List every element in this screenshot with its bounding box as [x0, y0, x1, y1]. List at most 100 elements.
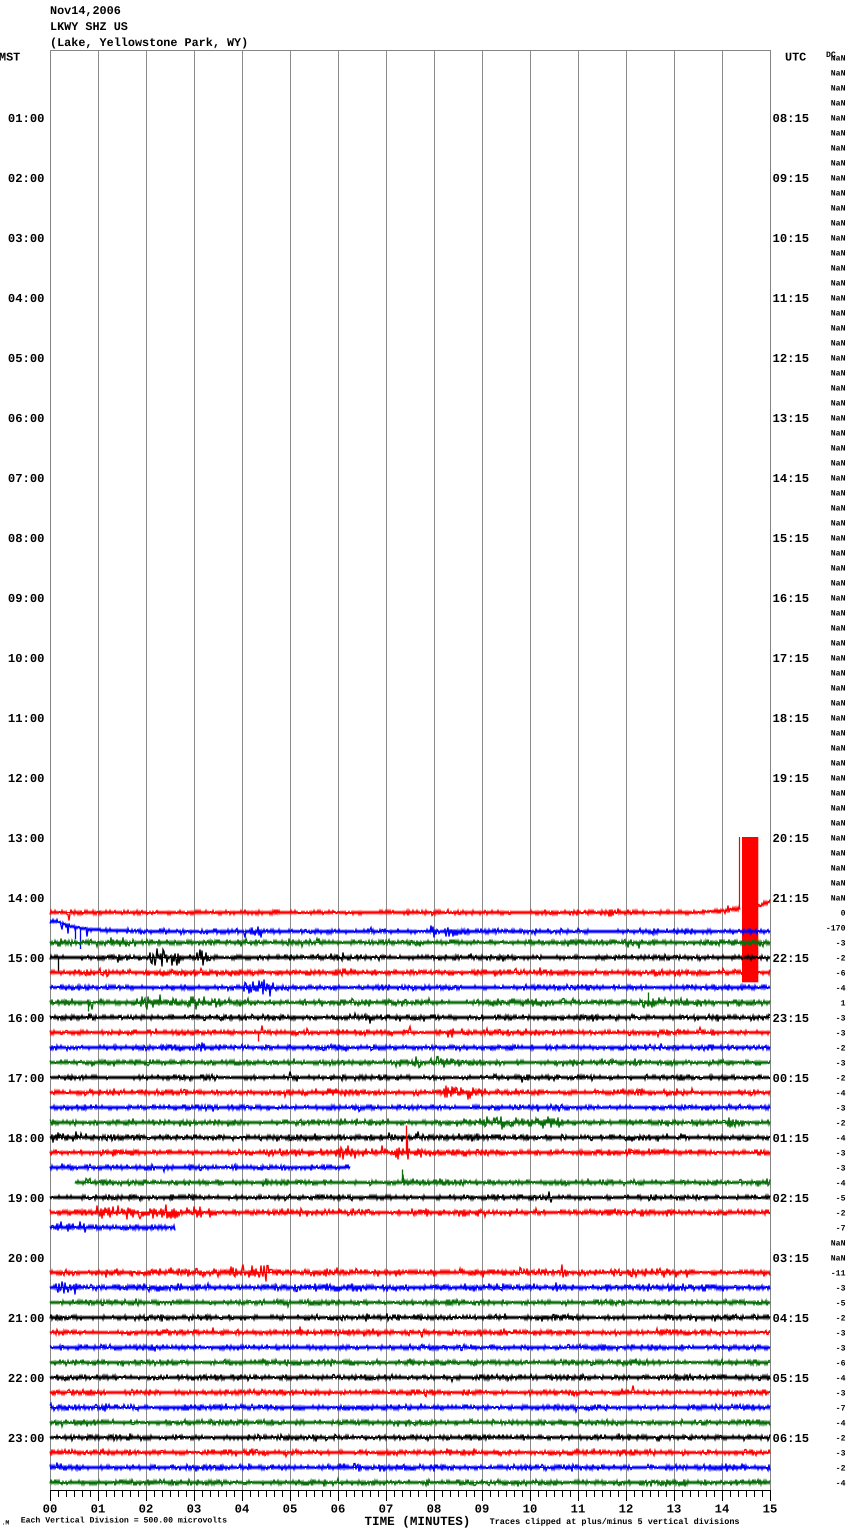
svg-text:18:15: 18:15	[773, 712, 810, 726]
svg-text:-2: -2	[836, 1465, 846, 1474]
svg-text:01: 01	[91, 1502, 106, 1516]
svg-text:NaN: NaN	[831, 1255, 846, 1264]
svg-text:-4: -4	[836, 1375, 846, 1384]
svg-text:10:15: 10:15	[773, 232, 810, 246]
svg-text:NaN: NaN	[831, 895, 846, 904]
svg-text:06:15: 06:15	[773, 1432, 810, 1446]
svg-text:NaN: NaN	[831, 100, 846, 109]
svg-text:NaN: NaN	[831, 310, 846, 319]
svg-text:05:15: 05:15	[773, 1372, 810, 1386]
svg-text:03: 03	[187, 1502, 202, 1516]
svg-text:19:00: 19:00	[8, 1192, 45, 1206]
svg-text:03:00: 03:00	[8, 232, 45, 246]
svg-text:NaN: NaN	[831, 805, 846, 814]
svg-text:TIME (MINUTES): TIME (MINUTES)	[365, 1515, 471, 1529]
svg-text:19:15: 19:15	[773, 772, 810, 786]
svg-text:UTC: UTC	[785, 51, 806, 65]
svg-text:01:00: 01:00	[8, 112, 45, 126]
svg-text:-2: -2	[836, 955, 846, 964]
svg-text:08: 08	[427, 1502, 442, 1516]
svg-text:NaN: NaN	[831, 610, 846, 619]
svg-text:NaN: NaN	[831, 505, 846, 514]
svg-text:-2: -2	[836, 1435, 846, 1444]
svg-text:-4: -4	[836, 1135, 846, 1144]
svg-text:-3: -3	[836, 1390, 846, 1399]
svg-text:21:15: 21:15	[773, 892, 810, 906]
svg-text:NaN: NaN	[831, 670, 846, 679]
svg-text:NaN: NaN	[831, 535, 846, 544]
svg-text:NaN: NaN	[831, 490, 846, 499]
svg-text:DC: DC	[826, 51, 836, 60]
svg-text:-3: -3	[836, 1330, 846, 1339]
svg-text:09:15: 09:15	[773, 172, 810, 186]
svg-text:06:00: 06:00	[8, 412, 45, 426]
svg-text:11:00: 11:00	[8, 712, 45, 726]
svg-text:-3: -3	[836, 1060, 846, 1069]
svg-text:-3: -3	[836, 1150, 846, 1159]
svg-text:-3: -3	[836, 1030, 846, 1039]
svg-text:13:15: 13:15	[773, 412, 810, 426]
svg-text:NaN: NaN	[831, 355, 846, 364]
svg-text:NaN: NaN	[831, 715, 846, 724]
svg-text:02:00: 02:00	[8, 172, 45, 186]
svg-text:NaN: NaN	[831, 325, 846, 334]
svg-text:NaN: NaN	[831, 85, 846, 94]
svg-text:13: 13	[667, 1502, 682, 1516]
svg-text:02: 02	[139, 1502, 154, 1516]
svg-text:22:00: 22:00	[8, 1372, 45, 1386]
svg-text:LKWY SHZ US: LKWY SHZ US	[50, 20, 128, 34]
svg-text:NaN: NaN	[831, 1240, 846, 1249]
svg-text:NaN: NaN	[831, 760, 846, 769]
svg-text:NaN: NaN	[831, 640, 846, 649]
svg-text:NaN: NaN	[831, 700, 846, 709]
svg-text:09:00: 09:00	[8, 592, 45, 606]
svg-text:07:00: 07:00	[8, 472, 45, 486]
svg-text:-2: -2	[836, 1075, 846, 1084]
svg-text:22:15: 22:15	[773, 952, 810, 966]
svg-text:(Lake, Yellowstone Park, WY): (Lake, Yellowstone Park, WY)	[50, 36, 248, 50]
svg-text:Each Vertical Division = 500.: Each Vertical Division = 500.00 microvol…	[21, 1517, 227, 1526]
svg-text:NaN: NaN	[831, 775, 846, 784]
svg-text:08:00: 08:00	[8, 532, 45, 546]
svg-text:NaN: NaN	[831, 175, 846, 184]
svg-text:00:15: 00:15	[773, 1072, 810, 1086]
svg-text:Traces clipped at plus/minus 5: Traces clipped at plus/minus 5 vertical …	[490, 1517, 740, 1527]
svg-text:09: 09	[475, 1502, 490, 1516]
svg-text:NaN: NaN	[831, 55, 846, 64]
svg-text:-2: -2	[836, 1210, 846, 1219]
svg-text:NaN: NaN	[831, 565, 846, 574]
svg-text:NaN: NaN	[831, 235, 846, 244]
svg-text:12:00: 12:00	[8, 772, 45, 786]
svg-text:.M: .M	[2, 1520, 10, 1527]
svg-text:-3: -3	[836, 1285, 846, 1294]
svg-text:14:00: 14:00	[8, 892, 45, 906]
svg-text:NaN: NaN	[831, 655, 846, 664]
svg-text:23:00: 23:00	[8, 1432, 45, 1446]
svg-text:17:00: 17:00	[8, 1072, 45, 1086]
svg-text:20:15: 20:15	[773, 832, 810, 846]
svg-text:NaN: NaN	[831, 295, 846, 304]
svg-text:NaN: NaN	[831, 340, 846, 349]
svg-text:20:00: 20:00	[8, 1252, 45, 1266]
svg-text:1: 1	[841, 1000, 846, 1009]
svg-text:NaN: NaN	[831, 550, 846, 559]
svg-text:-2: -2	[836, 1120, 846, 1129]
svg-text:-5: -5	[836, 1300, 846, 1309]
svg-text:NaN: NaN	[831, 115, 846, 124]
svg-text:-4: -4	[836, 1180, 846, 1189]
svg-text:05:00: 05:00	[8, 352, 45, 366]
svg-text:NaN: NaN	[831, 475, 846, 484]
svg-text:-6: -6	[836, 1360, 846, 1369]
svg-text:NaN: NaN	[831, 205, 846, 214]
svg-text:14:15: 14:15	[773, 472, 810, 486]
svg-text:NaN: NaN	[831, 415, 846, 424]
svg-text:01:15: 01:15	[773, 1132, 810, 1146]
svg-text:NaN: NaN	[831, 430, 846, 439]
svg-text:NaN: NaN	[831, 445, 846, 454]
svg-text:NaN: NaN	[831, 835, 846, 844]
svg-text:14: 14	[715, 1502, 730, 1516]
svg-text:12: 12	[619, 1502, 634, 1516]
svg-text:04: 04	[235, 1502, 250, 1516]
svg-text:15:00: 15:00	[8, 952, 45, 966]
svg-text:NaN: NaN	[831, 160, 846, 169]
